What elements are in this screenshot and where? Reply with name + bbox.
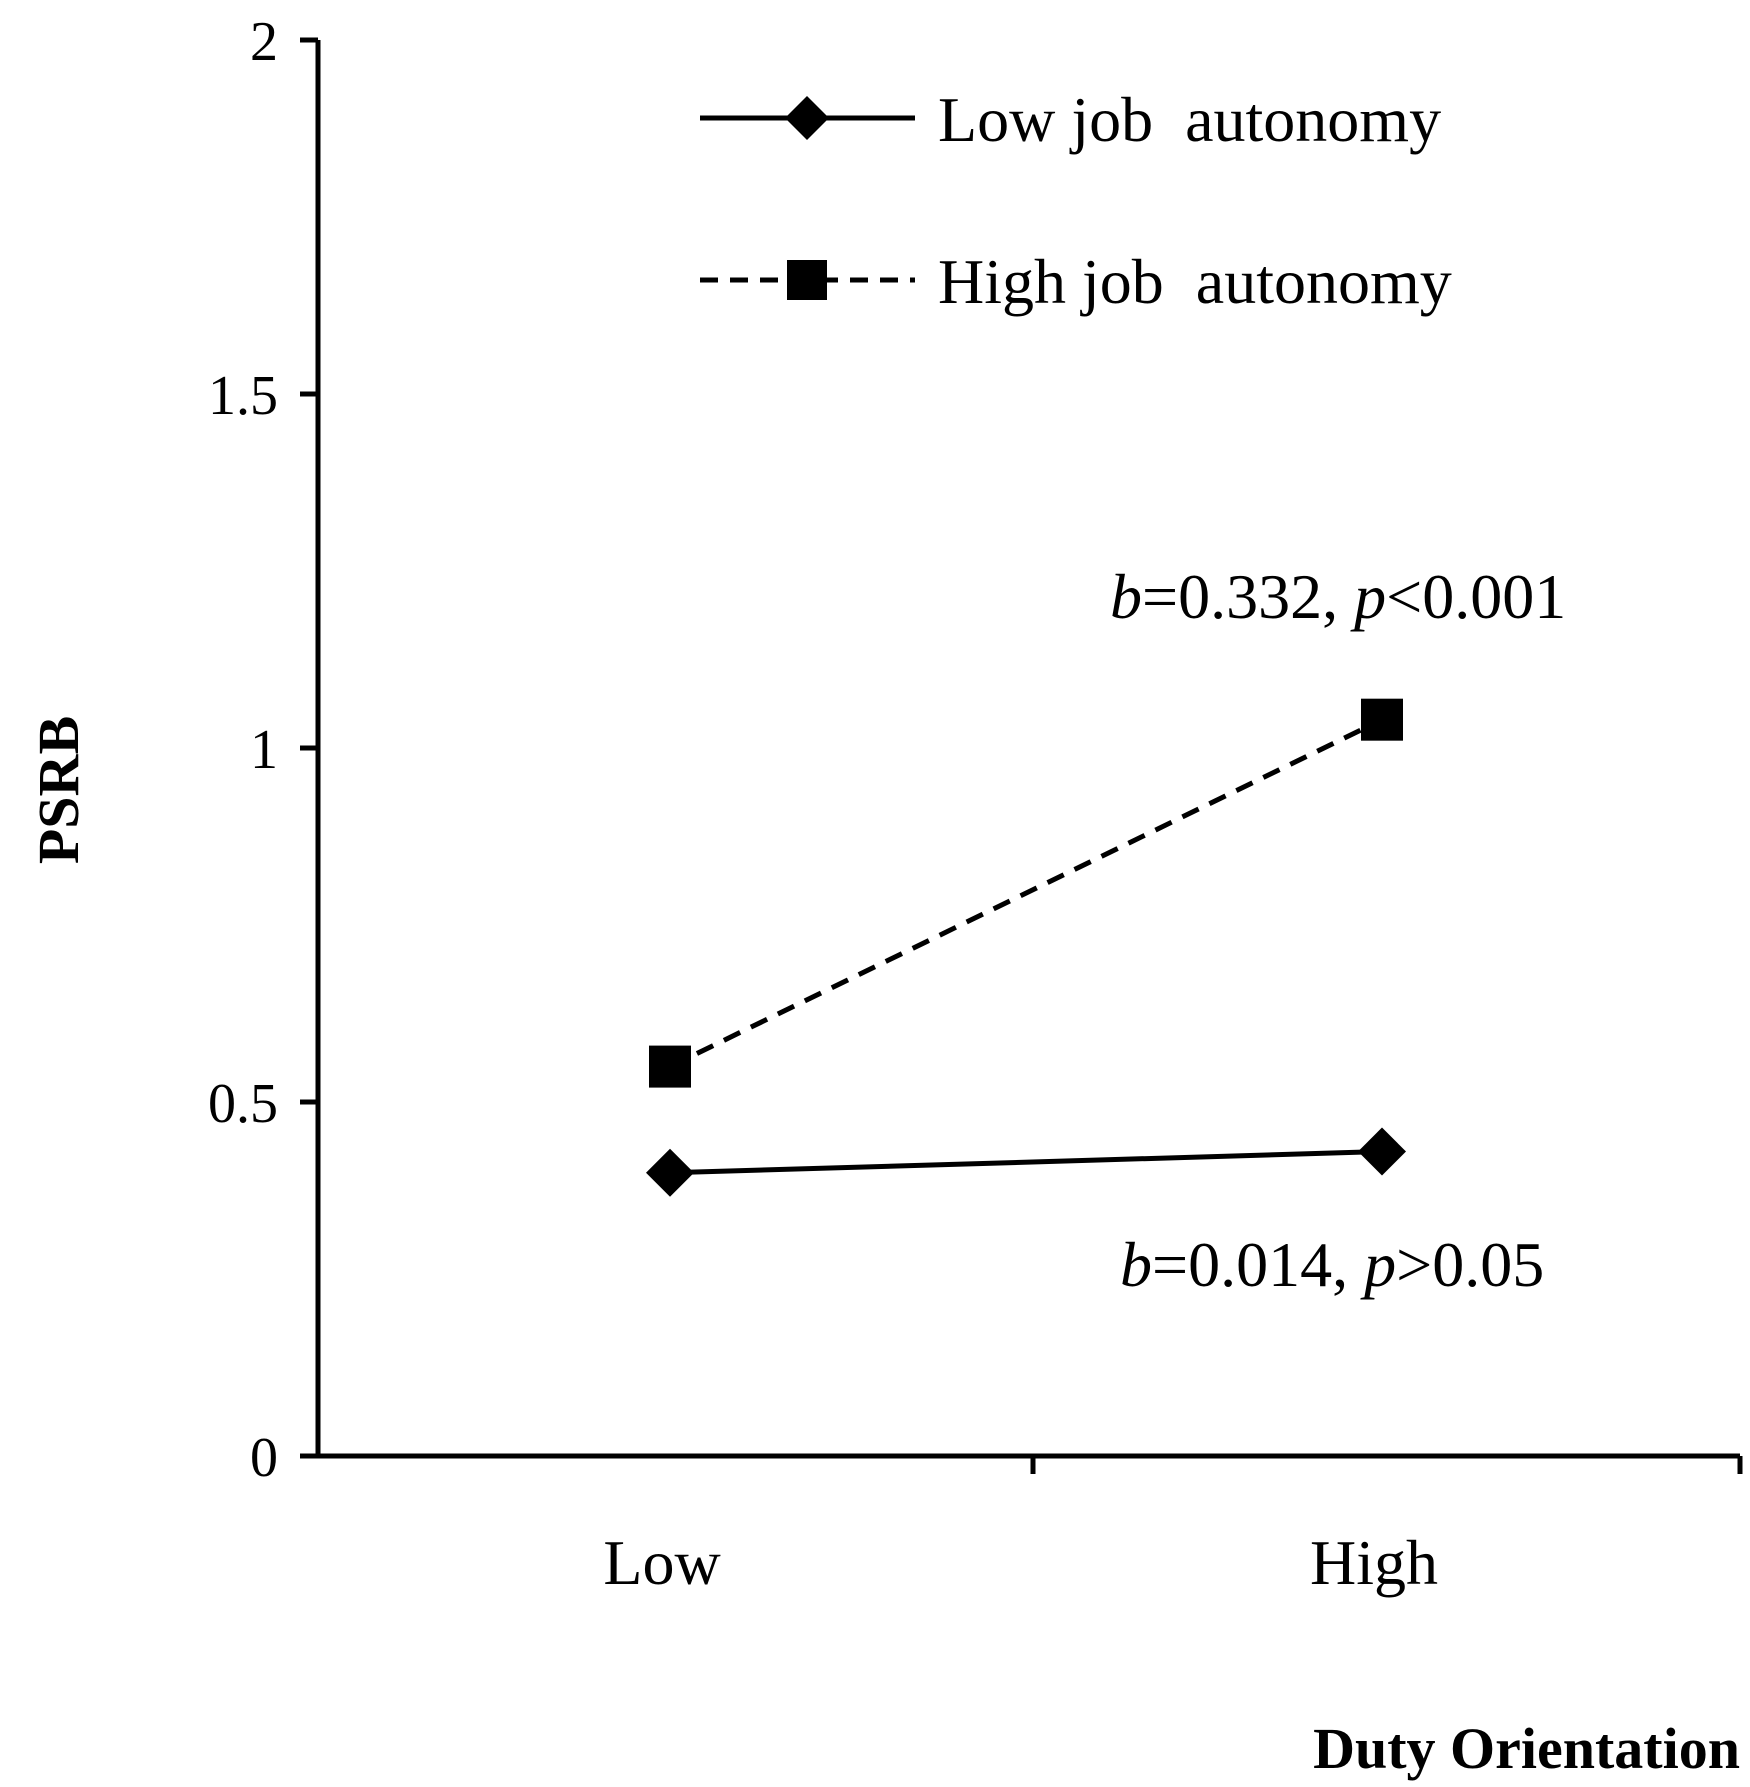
x-axis-ticks: Low High xyxy=(603,1456,1743,1598)
y-axis-title: PSRB xyxy=(26,716,91,864)
data-point-diamond xyxy=(1358,1127,1406,1176)
y-tick-label: 0.5 xyxy=(208,1073,278,1135)
legend-marker-square xyxy=(787,260,827,300)
x-tick-label: Low xyxy=(603,1527,720,1598)
legend-label-high-autonomy: High job autonomy xyxy=(938,246,1452,317)
x-axis-title: Duty Orientation xyxy=(1313,1716,1740,1781)
annotation-low-autonomy: b=0.014, p>0.05 xyxy=(1120,1229,1544,1300)
annotation-low-b: 0.014 xyxy=(1188,1229,1332,1300)
legend-marker-diamond xyxy=(785,96,829,140)
data-point-square xyxy=(1361,698,1403,741)
series-layer xyxy=(646,698,1406,1197)
legend: Low job autonomy High job autonomy xyxy=(700,84,1452,317)
legend-label-low-autonomy: Low job autonomy xyxy=(938,84,1441,155)
y-axis-ticks: 0 0.5 1 1.5 2 xyxy=(208,11,318,1489)
series-line-high-autonomy xyxy=(668,717,1384,1069)
series-line-low-autonomy xyxy=(669,1149,1383,1176)
y-tick-label: 0 xyxy=(250,1427,278,1489)
y-tick-label: 1.5 xyxy=(208,365,278,427)
y-tick-label: 2 xyxy=(250,11,278,73)
data-point-diamond xyxy=(646,1148,694,1197)
y-tick-label: 1 xyxy=(250,719,278,781)
data-point-square xyxy=(649,1045,691,1088)
annotation-high-autonomy: b=0.332, p<0.001 xyxy=(1110,561,1566,632)
x-tick-label: High xyxy=(1310,1527,1438,1598)
annotation-high-b: 0.332 xyxy=(1178,561,1322,632)
annotation-high-p: <0.001 xyxy=(1386,561,1566,632)
annotation-low-p: >0.05 xyxy=(1396,1229,1544,1300)
